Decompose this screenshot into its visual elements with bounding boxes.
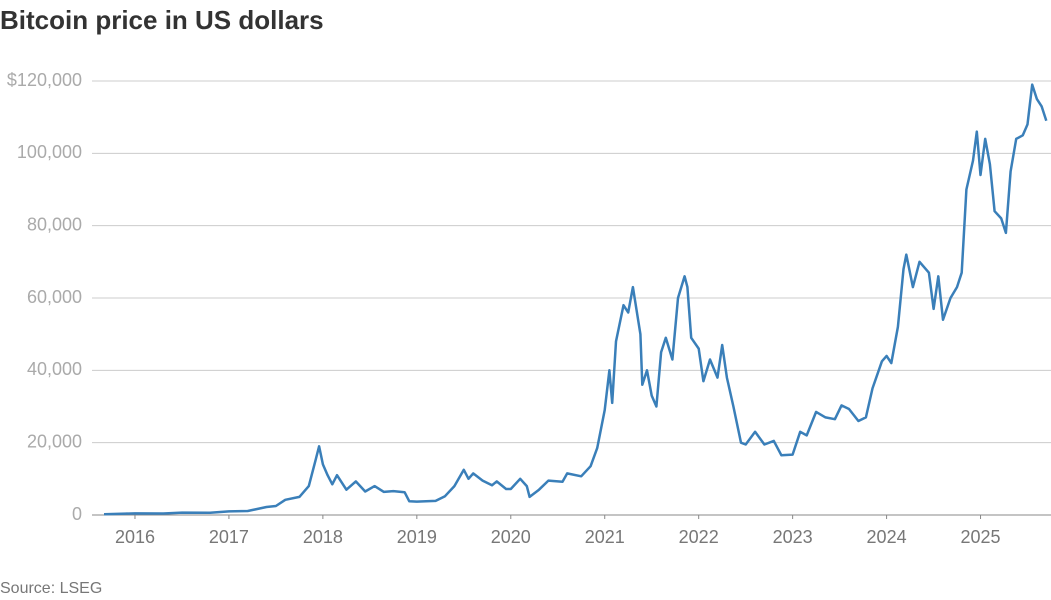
x-tick-label: 2017 bbox=[209, 527, 249, 547]
x-tick-label: 2024 bbox=[867, 527, 907, 547]
x-tick-label: 2025 bbox=[961, 527, 1001, 547]
y-tick-label: 0 bbox=[72, 504, 82, 524]
x-tick-label: 2023 bbox=[773, 527, 813, 547]
price-line bbox=[103, 83, 1048, 516]
x-tick-label: 2021 bbox=[585, 527, 625, 547]
y-tick-label: 40,000 bbox=[27, 359, 82, 379]
x-tick-label: 2016 bbox=[115, 527, 155, 547]
x-tick-label: 2022 bbox=[679, 527, 719, 547]
y-tick-label: 60,000 bbox=[27, 287, 82, 307]
y-tick-label: 80,000 bbox=[27, 214, 82, 234]
y-tick-label: $120,000 bbox=[7, 70, 82, 90]
x-tick-label: 2020 bbox=[491, 527, 531, 547]
x-tick-label: 2018 bbox=[303, 527, 343, 547]
chart-title: Bitcoin price in US dollars bbox=[0, 5, 324, 35]
x-tick-label: 2019 bbox=[397, 527, 437, 547]
y-tick-label: 100,000 bbox=[17, 142, 82, 162]
y-tick-label: 20,000 bbox=[27, 431, 82, 451]
source: Source: LSEG bbox=[0, 580, 102, 597]
